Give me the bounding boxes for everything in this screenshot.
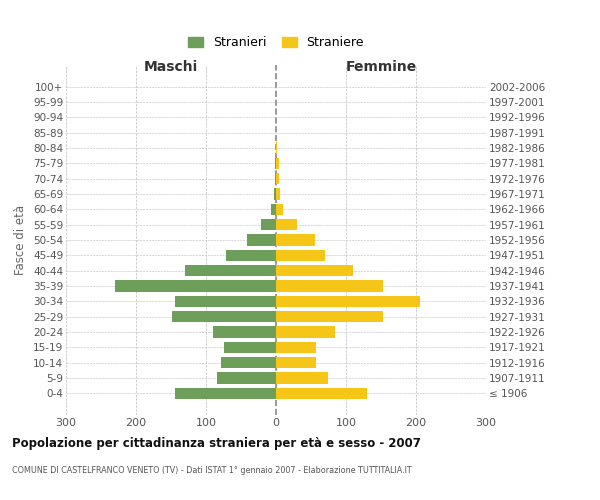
Text: Popolazione per cittadinanza straniera per età e sesso - 2007: Popolazione per cittadinanza straniera p… <box>12 438 421 450</box>
Bar <box>172 311 276 322</box>
Bar <box>276 311 383 322</box>
Bar <box>276 158 279 169</box>
Bar <box>276 372 328 384</box>
Bar <box>276 219 297 230</box>
Bar <box>260 219 276 230</box>
Bar <box>276 388 367 399</box>
Bar <box>276 250 325 261</box>
Bar <box>274 188 276 200</box>
Bar <box>175 296 276 307</box>
Text: Femmine: Femmine <box>346 60 416 74</box>
Bar <box>276 204 283 215</box>
Bar <box>226 250 276 261</box>
Bar <box>276 234 314 246</box>
Bar <box>276 342 316 353</box>
Bar <box>275 158 276 169</box>
Bar <box>276 296 419 307</box>
Bar <box>276 357 316 368</box>
Bar <box>217 372 276 384</box>
Bar <box>276 265 353 276</box>
Y-axis label: Anni di nascita: Anni di nascita <box>596 196 600 284</box>
Bar <box>247 234 276 246</box>
Bar <box>223 342 276 353</box>
Bar <box>276 326 335 338</box>
Bar <box>275 173 276 184</box>
Bar <box>276 142 277 154</box>
Bar <box>271 204 276 215</box>
Bar <box>276 188 280 200</box>
Bar <box>175 388 276 399</box>
Bar <box>213 326 276 338</box>
Bar <box>185 265 276 276</box>
Y-axis label: Fasce di età: Fasce di età <box>14 205 28 275</box>
Text: Maschi: Maschi <box>144 60 198 74</box>
Bar <box>276 173 279 184</box>
Legend: Stranieri, Straniere: Stranieri, Straniere <box>188 36 364 49</box>
Bar <box>221 357 276 368</box>
Bar <box>115 280 276 292</box>
Bar <box>276 280 383 292</box>
Text: COMUNE DI CASTELFRANCO VENETO (TV) - Dati ISTAT 1° gennaio 2007 - Elaborazione T: COMUNE DI CASTELFRANCO VENETO (TV) - Dat… <box>12 466 412 475</box>
